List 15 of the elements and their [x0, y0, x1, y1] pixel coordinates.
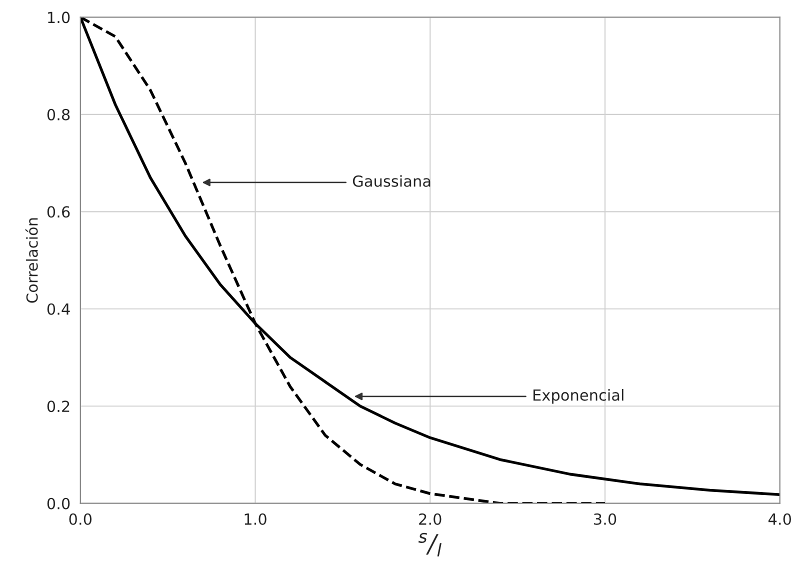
y-axis-title: Correlación — [25, 218, 38, 303]
x-tick-label: 0.0 — [69, 513, 92, 525]
x-axis-title: $^{s}$/$_{l}$ — [418, 532, 442, 556]
y-tick-label: 0.2 — [47, 400, 70, 412]
x-tick-label: 4.0 — [768, 513, 792, 525]
x-tick-label: 3.0 — [594, 513, 616, 525]
annotation: Gaussiana — [352, 175, 430, 187]
x-tick-label: 1.0 — [244, 513, 266, 525]
y-tick-label: 0.8 — [47, 108, 70, 120]
y-tick-label: 0.0 — [47, 498, 70, 510]
y-tick-label: 1.0 — [48, 12, 70, 24]
y-tick-label: 0.4 — [47, 303, 70, 315]
annotation: Exponencial — [534, 389, 624, 404]
y-tick-label: 0.6 — [47, 206, 70, 218]
x-tick-label: 2.0 — [419, 513, 442, 525]
